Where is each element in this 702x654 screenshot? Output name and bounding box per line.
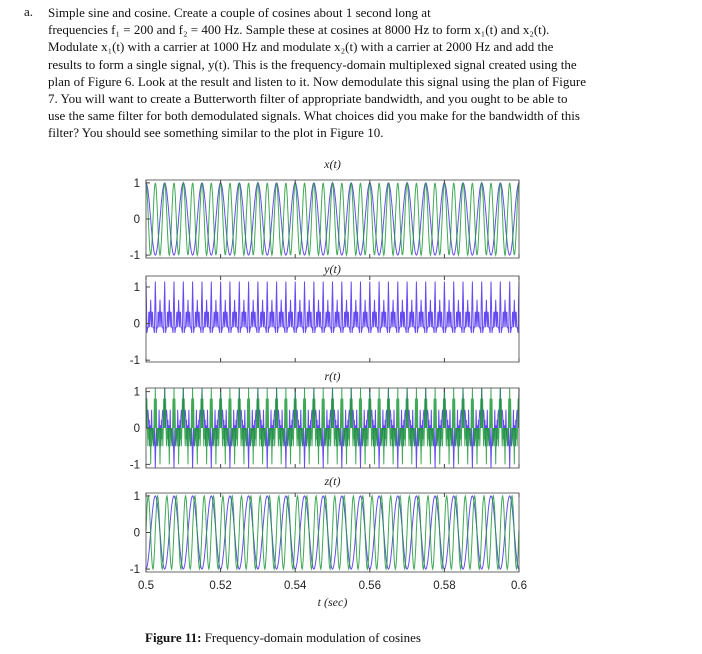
series-line-1 <box>145 281 520 333</box>
text-line: frequencies f₁ = 200 and f₂ = 400 Hz. Sa… <box>48 22 550 38</box>
y-tick-label: -1 <box>130 459 140 471</box>
axes-box <box>145 179 520 259</box>
y-tick-label: 0 <box>134 214 140 226</box>
text-line: filter? You should see something similar… <box>48 125 384 141</box>
text-line: results to form a single signal, y(t). T… <box>48 56 577 72</box>
panel-title: r(t) <box>325 369 341 383</box>
panel-title: z(t) <box>324 474 341 488</box>
y-tick-label: -1 <box>130 250 140 262</box>
series-line-2 <box>145 387 520 465</box>
x-tick-label: 0.6 <box>511 580 527 592</box>
y-tick-label: -1 <box>130 564 140 576</box>
series-line-1 <box>145 495 520 570</box>
series-line-1 <box>145 182 520 256</box>
text-line: plan of Figure 6. Look at the result and… <box>48 73 586 89</box>
x-tick-label: 0.52 <box>209 580 231 592</box>
item-marker: a. <box>24 4 34 19</box>
caption-label: Figure 11: <box>145 630 202 645</box>
axes-box <box>145 275 520 363</box>
panel-title: x(t) <box>323 157 341 171</box>
series-line-2 <box>145 494 520 571</box>
panel-title: y(t) <box>323 262 341 276</box>
x-tick-label: 0.58 <box>433 580 455 592</box>
problem-text: Simple sine and cosine. Create a couple … <box>48 4 586 142</box>
y-tick-label: 1 <box>134 178 140 190</box>
text-line: use the same filter for both demodulated… <box>48 108 580 124</box>
y-tick-label: 0 <box>134 528 140 540</box>
text-line: 7. You will want to create a Butterworth… <box>48 90 568 106</box>
x-tick-label: 0.54 <box>284 580 307 592</box>
x-tick-label: 0.5 <box>138 580 154 592</box>
y-tick-label: 0 <box>134 319 140 331</box>
text-line: Simple sine and cosine. Create a couple … <box>48 5 431 20</box>
figure-caption: Figure 11: Frequency-domain modulation o… <box>145 630 421 646</box>
y-tick-label: 0 <box>134 423 140 435</box>
y-tick-label: 1 <box>134 282 140 294</box>
x-tick-label: 0.56 <box>359 580 381 592</box>
caption-text: Frequency-domain modulation of cosines <box>201 630 421 645</box>
y-tick-label: 1 <box>134 387 140 399</box>
y-tick-label: -1 <box>130 355 140 367</box>
y-tick-label: 1 <box>134 491 140 503</box>
series-line-2 <box>145 181 520 257</box>
x-axis-label: t (sec) <box>318 595 348 609</box>
text-line: Modulate x₁(t) with a carrier at 1000 Hz… <box>48 39 554 55</box>
